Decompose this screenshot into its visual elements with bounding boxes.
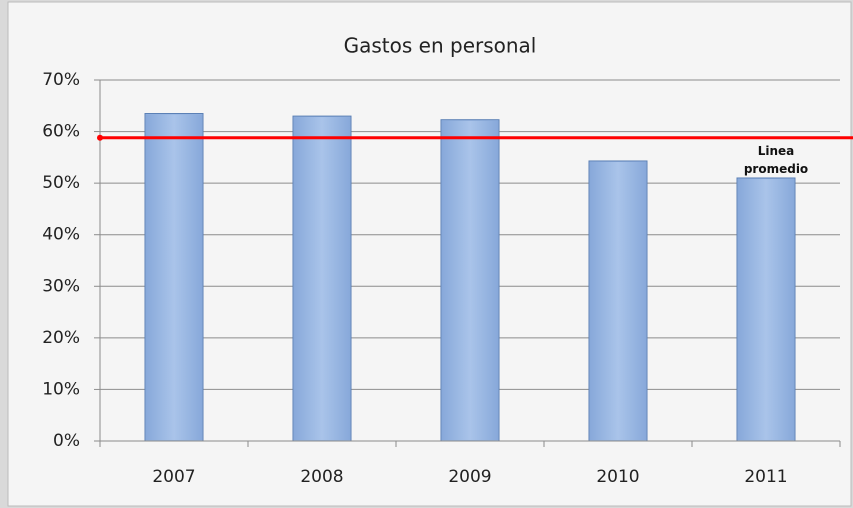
- y-tick-label: 20%: [42, 328, 80, 348]
- y-tick-label: 10%: [42, 379, 80, 399]
- y-tick-label: 40%: [42, 225, 80, 245]
- chart-area: [7, 1, 852, 507]
- x-tick-label: 2010: [596, 467, 639, 487]
- x-tick-label: 2009: [448, 467, 491, 487]
- bar-shine: [294, 117, 350, 440]
- y-tick-label: 30%: [42, 276, 80, 296]
- y-tick-label: 0%: [53, 431, 80, 451]
- y-tick-label: 50%: [42, 173, 80, 193]
- chart-title: Gastos en personal: [344, 34, 537, 58]
- bar-shine: [442, 120, 498, 441]
- x-tick-label: 2008: [300, 467, 343, 487]
- x-tick-label: 2011: [744, 467, 787, 487]
- average-label: Linea promedio: [743, 144, 809, 176]
- bar-shine: [738, 178, 794, 440]
- bar-shine: [590, 161, 646, 440]
- bar-shine: [146, 114, 202, 441]
- x-tick-label: 2007: [152, 467, 195, 487]
- y-tick-label: 60%: [42, 122, 80, 142]
- average-marker: [97, 134, 103, 141]
- y-tick-label: 70%: [42, 70, 80, 90]
